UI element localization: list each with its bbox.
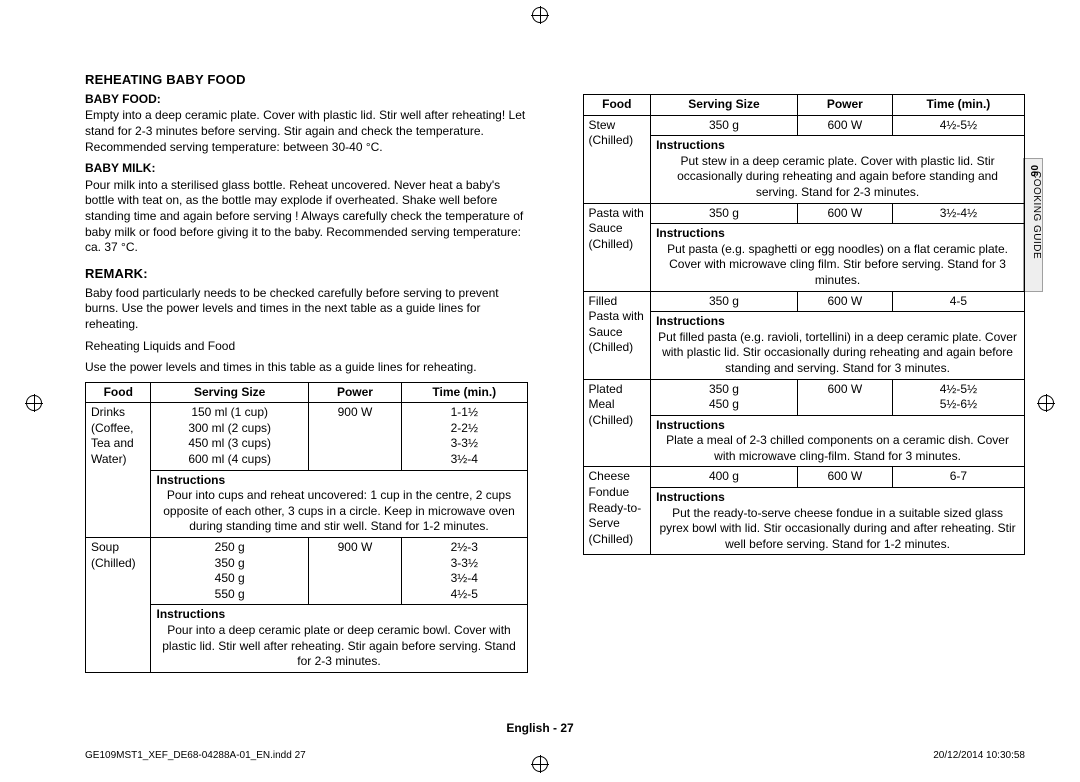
- cell-time: 4½-5½5½-6½: [892, 379, 1024, 415]
- table-row: Soup (Chilled)250 g350 g450 g550 g900 W2…: [86, 538, 528, 605]
- cell-food: Filled Pasta withSauce (Chilled): [583, 291, 651, 379]
- subtitle-reheating-liquids: Reheating Liquids and Food: [85, 339, 528, 355]
- cell-serving: 350 g: [651, 203, 798, 224]
- left-column: REHEATING BABY FOOD BABY FOOD: Empty int…: [85, 72, 528, 762]
- table-row-instructions: InstructionsPour into a deep ceramic pla…: [86, 605, 528, 672]
- page-lang: English -: [506, 721, 560, 735]
- table-row: Cheese FondueReady-to-Serve(Chilled)400 …: [583, 467, 1025, 488]
- cell-time: 3½-4½: [892, 203, 1024, 224]
- cell-power: 600 W: [797, 115, 892, 136]
- cell-power: 900 W: [308, 403, 401, 470]
- text-baby-milk: Pour milk into a sterilised glass bottle…: [85, 178, 528, 256]
- th-food: Food: [583, 95, 651, 116]
- text-baby-food: Empty into a deep ceramic plate. Cover w…: [85, 108, 528, 155]
- table-header-row: Food Serving Size Power Time (min.): [583, 95, 1025, 116]
- page: 06 COOKING GUIDE REHEATING BABY FOOD BAB…: [0, 0, 1080, 782]
- content-columns: REHEATING BABY FOOD BABY FOOD: Empty int…: [85, 72, 1025, 762]
- cell-food: Plated Meal(Chilled): [583, 379, 651, 467]
- cell-food: Drinks (Coffee,Tea and Water): [86, 403, 151, 538]
- cell-instructions: InstructionsPut pasta (e.g. spaghetti or…: [651, 224, 1025, 291]
- th-serving: Serving Size: [651, 95, 798, 116]
- cell-serving: 250 g350 g450 g550 g: [151, 538, 308, 605]
- label-baby-milk: BABY MILK:: [85, 161, 528, 177]
- cell-serving: 400 g: [651, 467, 798, 488]
- heading-reheating-baby-food: REHEATING BABY FOOD: [85, 72, 528, 89]
- table-left: Food Serving Size Power Time (min.) Drin…: [85, 382, 528, 673]
- table-row: Filled Pasta withSauce (Chilled)350 g600…: [583, 291, 1025, 312]
- cell-power: 600 W: [797, 467, 892, 488]
- th-food: Food: [86, 382, 151, 403]
- registration-mark-icon: [26, 395, 42, 411]
- page-number: English - 27: [0, 721, 1080, 737]
- cell-time: 4½-5½: [892, 115, 1024, 136]
- cell-power: 600 W: [797, 203, 892, 224]
- cell-time: 6-7: [892, 467, 1024, 488]
- right-column: Food Serving Size Power Time (min.) Stew…: [583, 72, 1026, 762]
- cell-instructions: InstructionsPut filled pasta (e.g. ravio…: [651, 312, 1025, 379]
- cell-food: Soup (Chilled): [86, 538, 151, 673]
- table-row: Stew (Chilled)350 g600 W4½-5½: [583, 115, 1025, 136]
- cell-serving: 350 g450 g: [651, 379, 798, 415]
- text-reheating-liquids: Use the power levels and times in this t…: [85, 360, 528, 376]
- cell-instructions: InstructionsPut the ready-to-serve chees…: [651, 488, 1025, 555]
- section-tab: 06 COOKING GUIDE: [1023, 158, 1043, 292]
- table-row-instructions: InstructionsPour into cups and reheat un…: [86, 470, 528, 537]
- text-remark: Baby food particularly needs to be check…: [85, 286, 528, 333]
- heading-remark: REMARK:: [85, 266, 528, 283]
- cell-time: 1-1½2-2½3-3½3½-4: [402, 403, 527, 470]
- cell-serving: 150 ml (1 cup)300 ml (2 cups)450 ml (3 c…: [151, 403, 308, 470]
- footer-right: 20/12/2014 10:30:58: [933, 749, 1025, 762]
- tab-text: COOKING GUIDE: [1030, 171, 1043, 259]
- table-right: Food Serving Size Power Time (min.) Stew…: [583, 94, 1026, 555]
- cell-time: 4-5: [892, 291, 1024, 312]
- table-row: Plated Meal(Chilled)350 g450 g600 W4½-5½…: [583, 379, 1025, 415]
- cell-instructions: InstructionsPour into cups and reheat un…: [151, 470, 527, 537]
- table-row: Drinks (Coffee,Tea and Water)150 ml (1 c…: [86, 403, 528, 470]
- footer-left: GE109MST1_XEF_DE68-04288A-01_EN.indd 27: [85, 749, 306, 762]
- table-header-row: Food Serving Size Power Time (min.): [86, 382, 528, 403]
- th-time: Time (min.): [402, 382, 527, 403]
- cell-serving: 350 g: [651, 291, 798, 312]
- cell-food: Pasta withSauce (Chilled): [583, 203, 651, 291]
- page-num: 27: [560, 721, 573, 735]
- label-baby-food: BABY FOOD:: [85, 92, 528, 108]
- footer: GE109MST1_XEF_DE68-04288A-01_EN.indd 27 …: [85, 749, 1025, 762]
- registration-mark-icon: [532, 7, 548, 23]
- cell-power: 900 W: [308, 538, 401, 605]
- cell-time: 2½-33-3½3½-44½-5: [402, 538, 527, 605]
- table-row: Pasta withSauce (Chilled)350 g600 W3½-4½: [583, 203, 1025, 224]
- th-power: Power: [308, 382, 401, 403]
- th-power: Power: [797, 95, 892, 116]
- cell-power: 600 W: [797, 291, 892, 312]
- cell-power: 600 W: [797, 379, 892, 415]
- cell-food: Cheese FondueReady-to-Serve(Chilled): [583, 467, 651, 555]
- th-time: Time (min.): [892, 95, 1024, 116]
- cell-instructions: InstructionsPour into a deep ceramic pla…: [151, 605, 527, 672]
- cell-instructions: InstructionsPut stew in a deep ceramic p…: [651, 136, 1025, 203]
- th-serving: Serving Size: [151, 382, 308, 403]
- cell-serving: 350 g: [651, 115, 798, 136]
- registration-mark-icon: [1038, 395, 1054, 411]
- cell-food: Stew (Chilled): [583, 115, 651, 203]
- cell-instructions: InstructionsPlate a meal of 2-3 chilled …: [651, 415, 1025, 467]
